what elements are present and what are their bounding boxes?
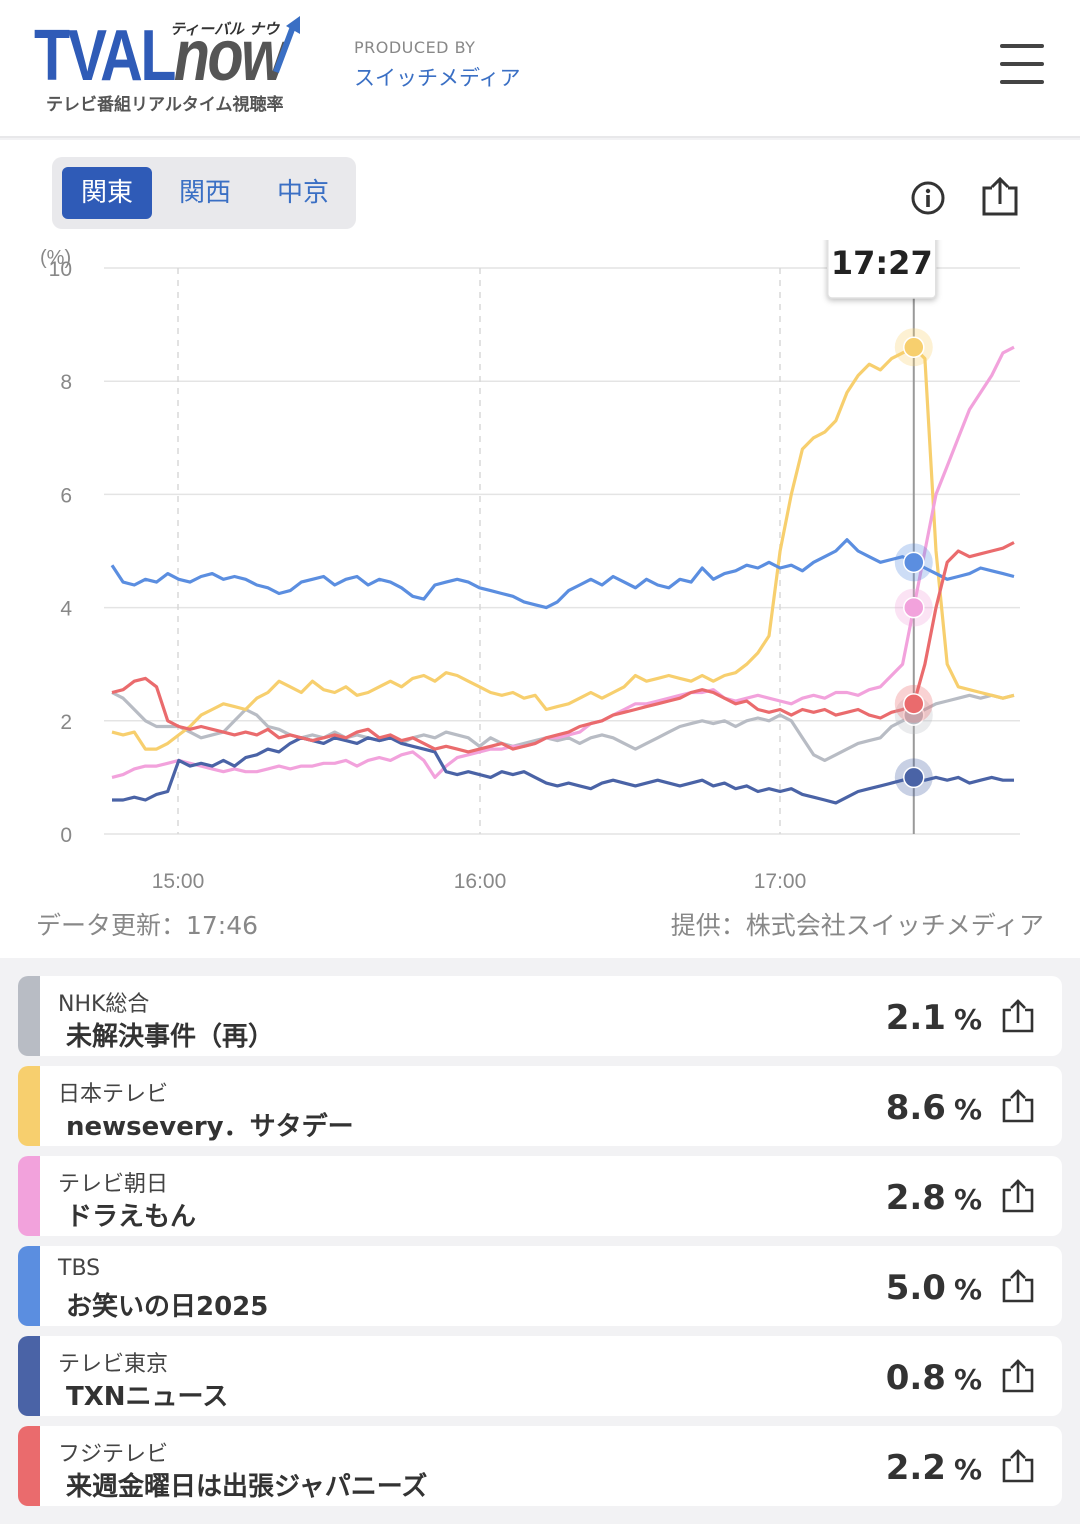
channel-name: NHK総合 xyxy=(58,992,150,1017)
channel-color-bar xyxy=(18,1336,40,1416)
share-icon[interactable] xyxy=(1000,1268,1036,1304)
tab-chukyo[interactable]: 中京 xyxy=(276,178,329,208)
cursor-point xyxy=(903,766,925,789)
tooltip-time: 17:27 xyxy=(831,244,933,282)
share-icon[interactable] xyxy=(1000,1448,1036,1484)
series-line-4 xyxy=(112,736,1014,805)
channel-name: 日本テレビ xyxy=(58,1082,169,1107)
program-title: お笑いの日2025 xyxy=(66,1292,269,1322)
channel-row[interactable]: テレビ東京 TXNニュース 0.8% xyxy=(18,1336,1062,1416)
channel-row[interactable]: フジテレビ 来週金曜日は出張ジャパニーズ 2.2% xyxy=(18,1426,1062,1506)
channel-name: フジテレビ xyxy=(58,1442,169,1467)
channel-color-bar xyxy=(18,1426,40,1506)
info-icon[interactable] xyxy=(906,176,950,220)
channel-color-bar xyxy=(18,1246,40,1326)
produced-by-label: PRODUCED BY xyxy=(354,38,476,57)
channel-color-bar xyxy=(18,976,40,1056)
y-tick-label: 8 xyxy=(60,371,72,394)
rating-value: 2.8% xyxy=(885,1178,982,1218)
channel-row[interactable]: NHK総合 未解決事件（再） 2.1% xyxy=(18,976,1062,1056)
cursor-point xyxy=(903,693,925,715)
channel-color-bar xyxy=(18,1156,40,1236)
share-icon[interactable] xyxy=(1000,1358,1036,1394)
program-title: 未解決事件（再） xyxy=(66,1022,275,1052)
time-tooltip: 17:27 xyxy=(827,240,937,299)
y-tick-label: 4 xyxy=(60,598,72,621)
tvalnow-logo[interactable]: TVALnow ティーバル ナウ テレビ番組リアルタイム視聴率 xyxy=(34,14,304,115)
series-line-1 xyxy=(111,345,1015,751)
channel-color-bar xyxy=(18,1066,40,1146)
region-tabs: 関東 関西 中京 xyxy=(52,157,356,229)
program-title: TXNニュース xyxy=(66,1382,229,1412)
share-icon[interactable] xyxy=(1000,998,1036,1034)
producer-link[interactable]: スイッチメディア xyxy=(354,66,521,90)
cursor-markers xyxy=(894,278,933,834)
data-source-text: 提供：株式会社スイッチメディア xyxy=(670,911,1044,940)
x-tick-label: 17:00 xyxy=(754,870,807,893)
chart-series xyxy=(110,345,1015,805)
rating-value: 8.6% xyxy=(885,1088,982,1128)
x-tick-label: 16:00 xyxy=(454,870,507,893)
share-icon[interactable] xyxy=(1000,1178,1036,1214)
logo-kana: ティーバル ナウ xyxy=(170,20,280,38)
logo-wordmark: TVALnow xyxy=(34,16,287,96)
ratings-line-chart: 10 8 6 4 2 0 15:00 16:00 17:00 (%) 17:27 xyxy=(40,240,1020,893)
program-title: ドラえもん xyxy=(66,1202,197,1232)
app-header: TVALnow ティーバル ナウ テレビ番組リアルタイム視聴率 PRODUCED… xyxy=(0,0,1080,138)
series-line-0 xyxy=(111,691,1015,762)
y-axis-unit: (%) xyxy=(40,247,71,269)
x-tick-label: 15:00 xyxy=(152,870,205,893)
cursor-point xyxy=(903,336,925,358)
x-axis-ticks: 15:00 16:00 17:00 xyxy=(152,870,807,893)
channel-name: テレビ朝日 xyxy=(58,1172,169,1197)
program-title: newsevery．サタデー xyxy=(66,1112,354,1142)
logo-arrow-icon xyxy=(273,16,300,74)
series-line-5 xyxy=(111,541,1015,754)
y-axis-ticks: 10 8 6 4 2 0 xyxy=(49,258,73,847)
channel-row[interactable]: TBS お笑いの日2025 5.0% xyxy=(18,1246,1062,1326)
channel-name: テレビ東京 xyxy=(58,1352,169,1377)
y-tick-label: 10 xyxy=(49,258,72,281)
series-line-3 xyxy=(110,538,1015,610)
channel-row[interactable]: テレビ朝日 ドラえもん 2.8% xyxy=(18,1156,1062,1236)
rating-value: 5.0% xyxy=(885,1268,982,1308)
hamburger-icon[interactable] xyxy=(996,40,1048,88)
data-updated-text: データ更新：17:46 xyxy=(36,911,259,940)
y-tick-label: 6 xyxy=(60,484,72,507)
cursor-point xyxy=(903,596,925,619)
share-icon[interactable] xyxy=(978,174,1022,218)
y-tick-label: 0 xyxy=(60,824,72,847)
cursor-point xyxy=(903,551,925,574)
logo-subtitle: テレビ番組リアルタイム視聴率 xyxy=(46,95,284,115)
program-title: 来週金曜日は出張ジャパニーズ xyxy=(66,1472,428,1502)
series-line-2 xyxy=(111,345,1015,779)
tab-kanto[interactable]: 関東 xyxy=(62,167,152,219)
share-icon[interactable] xyxy=(1000,1088,1036,1124)
chart-panel: 関東 関西 中京 10 8 6 4 2 0 15:00 16:00 17:00 (%) 17:… xyxy=(0,140,1080,958)
channel-row[interactable]: 日本テレビ newsevery．サタデー 8.6% xyxy=(18,1066,1062,1146)
y-tick-label: 2 xyxy=(60,711,72,734)
channel-list: NHK総合 未解決事件（再） 2.1% 日本テレビ newsevery．サタデー… xyxy=(18,976,1062,1516)
channel-name: TBS xyxy=(58,1256,101,1281)
rating-value: 0.8% xyxy=(885,1358,982,1398)
rating-value: 2.2% xyxy=(885,1448,982,1488)
rating-value: 2.1% xyxy=(885,998,982,1038)
chart-grid xyxy=(104,267,1020,835)
tab-kansai[interactable]: 関西 xyxy=(178,178,231,208)
